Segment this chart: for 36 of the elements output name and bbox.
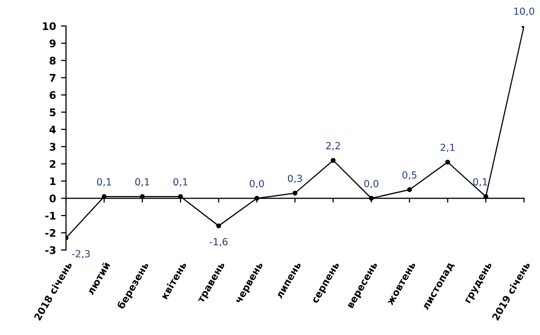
y-tick-label: -3	[45, 246, 56, 254]
data-label: -1,6	[210, 238, 228, 246]
point	[216, 223, 222, 228]
point	[292, 190, 298, 196]
y-tick-label: 0	[50, 194, 56, 202]
data-label: 0,1	[173, 178, 188, 187]
point	[445, 160, 450, 165]
point	[178, 194, 183, 200]
data-label: 0,0	[364, 180, 378, 188]
data-label: 0,1	[135, 178, 150, 187]
data-label: 10,0	[514, 8, 534, 16]
y-tick-label: 3	[50, 142, 56, 151]
y-tick-label: -1	[45, 212, 56, 220]
point	[407, 187, 412, 192]
point	[140, 194, 145, 200]
data-label: 0,1	[97, 178, 111, 187]
y-tick-label: 9	[50, 39, 56, 48]
data-label: 2,2	[326, 142, 340, 150]
data-label: 0,5	[402, 171, 416, 180]
y-tick-label: 6	[50, 91, 56, 100]
data-label: 0,0	[250, 180, 264, 188]
y-tick-label: 8	[50, 56, 56, 65]
point	[102, 194, 107, 200]
y-tick-label: 5	[50, 108, 56, 116]
point	[483, 194, 488, 200]
y-tick-label: -2	[45, 228, 56, 237]
y-tick-label: 7	[50, 74, 56, 82]
point	[330, 158, 336, 163]
data-label: 2,1	[440, 144, 454, 152]
y-tick-label: 10	[42, 22, 56, 30]
data-label: -2,3	[72, 250, 90, 258]
y-tick-label: 1	[50, 177, 56, 186]
y-tick-label: 4	[50, 126, 56, 134]
data-label: 0,3	[288, 174, 302, 184]
data-label: 0,1	[473, 178, 488, 187]
y-tick-label: 2	[50, 160, 56, 168]
